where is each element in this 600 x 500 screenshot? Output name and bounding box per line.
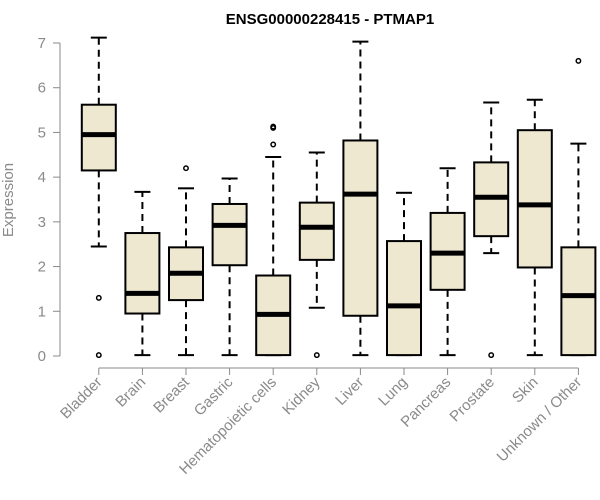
outlier-kidney-0 bbox=[313, 352, 320, 359]
x-tick-label-bladder: Bladder bbox=[57, 374, 106, 423]
chart-title: ENSG00000228415 - PTMAP1 bbox=[226, 11, 434, 28]
y-tick-label-0: 0 bbox=[38, 348, 46, 365]
x-tick-label-liver: Liver bbox=[332, 374, 367, 409]
box-lung bbox=[386, 240, 422, 357]
box-group-lung bbox=[386, 191, 422, 357]
box-group-prostate bbox=[473, 101, 510, 359]
x-tick-label-breast: Breast bbox=[150, 373, 193, 416]
box-unknown-other bbox=[560, 246, 597, 357]
box-group-breast bbox=[168, 165, 204, 357]
box-group-bladder bbox=[80, 36, 117, 359]
box-liver bbox=[342, 139, 379, 317]
box-skin bbox=[516, 129, 553, 269]
outlier-unknown-other-0 bbox=[575, 57, 582, 64]
y-axis-label: Expression bbox=[0, 163, 17, 237]
y-tick-label-6: 6 bbox=[38, 80, 46, 97]
box-group-pancreas bbox=[429, 167, 466, 357]
box-gastric bbox=[211, 202, 248, 267]
box-group-gastric bbox=[211, 177, 248, 357]
box-group-liver bbox=[342, 40, 379, 357]
y-tick-label-3: 3 bbox=[38, 214, 46, 231]
box-group-skin bbox=[516, 98, 553, 357]
x-tick-label-lung: Lung bbox=[375, 374, 411, 410]
outlier-hematopoietic-cells-0 bbox=[270, 141, 277, 148]
y-tick-label-7: 7 bbox=[38, 35, 46, 52]
boxes-layer bbox=[80, 36, 597, 359]
box-group-brain bbox=[124, 190, 161, 357]
x-tick-label-prostate: Prostate bbox=[446, 374, 498, 426]
box-group-hematopoietic-cells bbox=[255, 123, 292, 357]
box-brain bbox=[124, 232, 161, 315]
y-tick-label-2: 2 bbox=[38, 259, 46, 276]
outlier-hematopoietic-cells-2 bbox=[270, 123, 277, 130]
outlier-prostate-0 bbox=[488, 352, 495, 359]
x-tick-label-brain: Brain bbox=[112, 374, 149, 411]
box-group-unknown-other bbox=[560, 57, 597, 357]
outlier-bladder-0 bbox=[95, 294, 102, 301]
y-tick-label-1: 1 bbox=[38, 303, 46, 320]
y-axis: 0 1 2 3 4 5 6 7 bbox=[38, 35, 61, 365]
outlier-breast-0 bbox=[183, 165, 189, 172]
y-tick-label-5: 5 bbox=[38, 124, 46, 141]
box-group-kidney bbox=[298, 151, 335, 359]
outlier-bladder-1 bbox=[95, 352, 102, 359]
box-bladder bbox=[80, 103, 117, 172]
y-tick-label-4: 4 bbox=[38, 169, 46, 186]
box-kidney bbox=[298, 201, 335, 261]
x-tick-label-skin: Skin bbox=[509, 374, 542, 407]
x-tick-label-kidney: Kidney bbox=[279, 373, 324, 418]
